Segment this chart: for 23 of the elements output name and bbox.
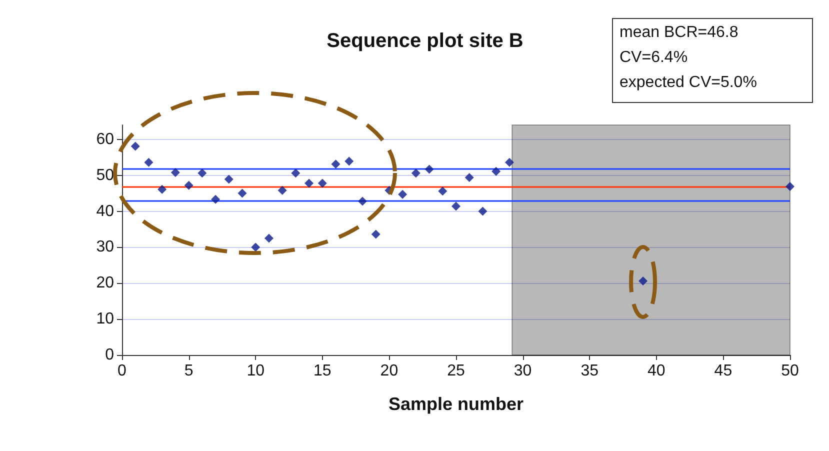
x-tick-label: 10 [246, 362, 265, 380]
y-tick-label: 40 [96, 202, 114, 220]
x-tick-label: 50 [781, 362, 799, 380]
x-tick-label: 0 [118, 362, 127, 380]
x-tick-label: 15 [314, 362, 332, 380]
y-tick-label: 60 [96, 130, 114, 148]
x-tick-label: 35 [580, 362, 599, 380]
text: expected CV=5.0% [620, 74, 757, 91]
x-tick-label: 5 [184, 362, 194, 380]
y-tick-label: 20 [96, 274, 114, 292]
y-tick-label: 30 [96, 238, 114, 256]
x-tick-label: 45 [714, 362, 732, 380]
y-tick-label: 10 [96, 310, 114, 328]
text: mean BCR=46.8 [620, 24, 738, 41]
x-tick-label: 20 [380, 362, 398, 380]
x-tick-label: 30 [514, 362, 532, 380]
chart-title: Sequence plot site B [326, 30, 524, 52]
text: CV=6.4% [620, 49, 688, 66]
y-tick-label: 0 [105, 346, 114, 364]
x-axis-title: Sample number [388, 394, 524, 414]
x-tick-label: 25 [447, 362, 465, 380]
y-tick-label: 50 [96, 166, 114, 184]
x-tick-label: 40 [648, 362, 666, 380]
